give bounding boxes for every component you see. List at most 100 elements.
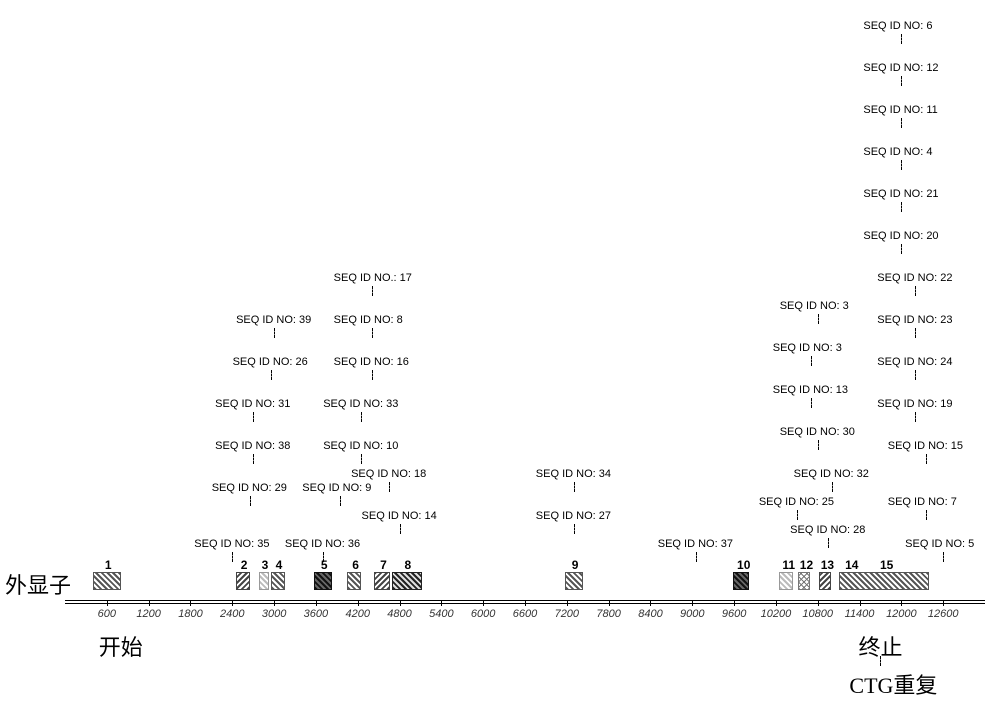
exon-number: 10 bbox=[737, 558, 750, 572]
seq-connector bbox=[915, 370, 916, 380]
axis-tick-label: 3600 bbox=[304, 608, 328, 620]
seq-id-label: SEQ ID NO: 23 bbox=[877, 314, 952, 326]
axis-tick bbox=[316, 600, 317, 606]
seq-connector bbox=[811, 356, 812, 366]
seq-connector bbox=[253, 454, 254, 464]
axis-tick bbox=[609, 600, 610, 606]
seq-connector bbox=[696, 552, 697, 562]
start-label: 开始 bbox=[99, 630, 143, 662]
seq-connector bbox=[811, 398, 812, 408]
axis-tick-label: 2400 bbox=[220, 608, 244, 620]
seq-id-label: SEQ ID NO: 22 bbox=[877, 272, 952, 284]
seq-id-label: SEQ ID NO: 34 bbox=[536, 468, 611, 480]
seq-id-label: SEQ ID NO: 12 bbox=[863, 62, 938, 74]
seq-id-label: SEQ ID NO: 3 bbox=[773, 342, 842, 354]
seq-connector bbox=[372, 328, 373, 338]
seq-id-label: SEQ ID NO: 27 bbox=[536, 510, 611, 522]
axis-tick bbox=[567, 600, 568, 606]
seq-connector bbox=[901, 160, 902, 170]
axis-tick-label: 11400 bbox=[845, 608, 875, 620]
axis-tick bbox=[525, 600, 526, 606]
seq-connector bbox=[915, 328, 916, 338]
seq-connector bbox=[818, 314, 819, 324]
seq-connector bbox=[574, 482, 575, 492]
exon-number: 7 bbox=[380, 558, 387, 572]
exon-box bbox=[839, 572, 929, 590]
axis-tick-label: 10800 bbox=[802, 608, 833, 620]
seq-id-label: SEQ ID NO: 38 bbox=[215, 440, 290, 452]
exon-box bbox=[271, 572, 285, 590]
axis-tick bbox=[860, 600, 861, 606]
axis-tick-label: 1800 bbox=[178, 608, 202, 620]
axis-tick bbox=[358, 600, 359, 606]
axis-tick-label: 5400 bbox=[429, 608, 453, 620]
seq-id-label: SEQ ID NO: 26 bbox=[233, 356, 308, 368]
exon-box bbox=[259, 572, 269, 590]
seq-connector bbox=[372, 370, 373, 380]
exon-number: 13 bbox=[821, 558, 834, 572]
seq-connector bbox=[943, 552, 944, 562]
exon-number: 15 bbox=[880, 558, 893, 572]
seq-id-label: SEQ ID NO: 37 bbox=[658, 538, 733, 550]
seq-id-label: SEQ ID NO: 36 bbox=[285, 538, 360, 550]
axis-tick-label: 12000 bbox=[886, 608, 917, 620]
exon-box bbox=[314, 572, 332, 590]
seq-connector bbox=[389, 482, 390, 492]
seq-connector bbox=[232, 552, 233, 562]
seq-connector bbox=[818, 440, 819, 450]
exon-box bbox=[779, 572, 793, 590]
seq-connector bbox=[901, 118, 902, 128]
axis-tick bbox=[901, 600, 902, 606]
seq-connector bbox=[915, 286, 916, 296]
exon-number: 4 bbox=[276, 558, 283, 572]
exon-box bbox=[374, 572, 390, 590]
axis-tick-label: 9600 bbox=[722, 608, 746, 620]
seq-id-label: SEQ ID NO: 16 bbox=[334, 356, 409, 368]
exon-box bbox=[236, 572, 250, 590]
axis-tick-label: 7800 bbox=[596, 608, 620, 620]
seq-connector bbox=[901, 76, 902, 86]
axis-tick bbox=[776, 600, 777, 606]
axis-tick-label: 6600 bbox=[513, 608, 537, 620]
axis-tick bbox=[650, 600, 651, 606]
seq-connector bbox=[797, 510, 798, 520]
axis-tick bbox=[400, 600, 401, 606]
seq-id-label: SEQ ID NO: 10 bbox=[323, 440, 398, 452]
seq-id-label: SEQ ID NO: 33 bbox=[323, 398, 398, 410]
exon-box bbox=[819, 572, 831, 590]
axis-tick bbox=[190, 600, 191, 606]
seq-id-label: SEQ ID NO: 32 bbox=[794, 468, 869, 480]
exon-box bbox=[392, 572, 422, 590]
exon-word: 外显子 bbox=[5, 568, 71, 600]
seq-connector bbox=[901, 202, 902, 212]
axis-tick bbox=[818, 600, 819, 606]
seq-id-label: SEQ ID NO: 15 bbox=[888, 440, 963, 452]
exon-box bbox=[93, 572, 121, 590]
seq-id-label: SEQ ID NO: 30 bbox=[780, 426, 855, 438]
seq-id-label: SEQ ID NO: 14 bbox=[362, 510, 437, 522]
ctg-repeat-label: CTG重复 bbox=[849, 668, 937, 700]
seq-id-label: SEQ ID NO.: 17 bbox=[334, 272, 412, 284]
axis-tick bbox=[692, 600, 693, 606]
seq-id-label: SEQ ID NO: 25 bbox=[759, 496, 834, 508]
seq-connector bbox=[361, 454, 362, 464]
exon-number: 1 bbox=[105, 558, 112, 572]
axis-tick-label: 1200 bbox=[136, 608, 160, 620]
axis-tick bbox=[943, 600, 944, 606]
seq-connector bbox=[828, 538, 829, 548]
exon-number: 6 bbox=[352, 558, 359, 572]
axis-tick bbox=[734, 600, 735, 606]
exon-number: 12 bbox=[800, 558, 813, 572]
seq-connector bbox=[372, 286, 373, 296]
exon-box bbox=[565, 572, 583, 590]
seq-id-label: SEQ ID NO: 11 bbox=[863, 104, 937, 116]
axis-tick bbox=[441, 600, 442, 606]
seq-id-label: SEQ ID NO: 4 bbox=[863, 146, 932, 158]
axis-tick bbox=[107, 600, 108, 606]
seq-connector bbox=[915, 412, 916, 422]
seq-id-label: SEQ ID NO: 20 bbox=[863, 230, 938, 242]
seq-id-label: SEQ ID NO: 9 bbox=[302, 482, 371, 494]
exon-number: 3 bbox=[262, 558, 269, 572]
seq-connector bbox=[901, 34, 902, 44]
seq-id-label: SEQ ID NO: 6 bbox=[863, 20, 932, 32]
